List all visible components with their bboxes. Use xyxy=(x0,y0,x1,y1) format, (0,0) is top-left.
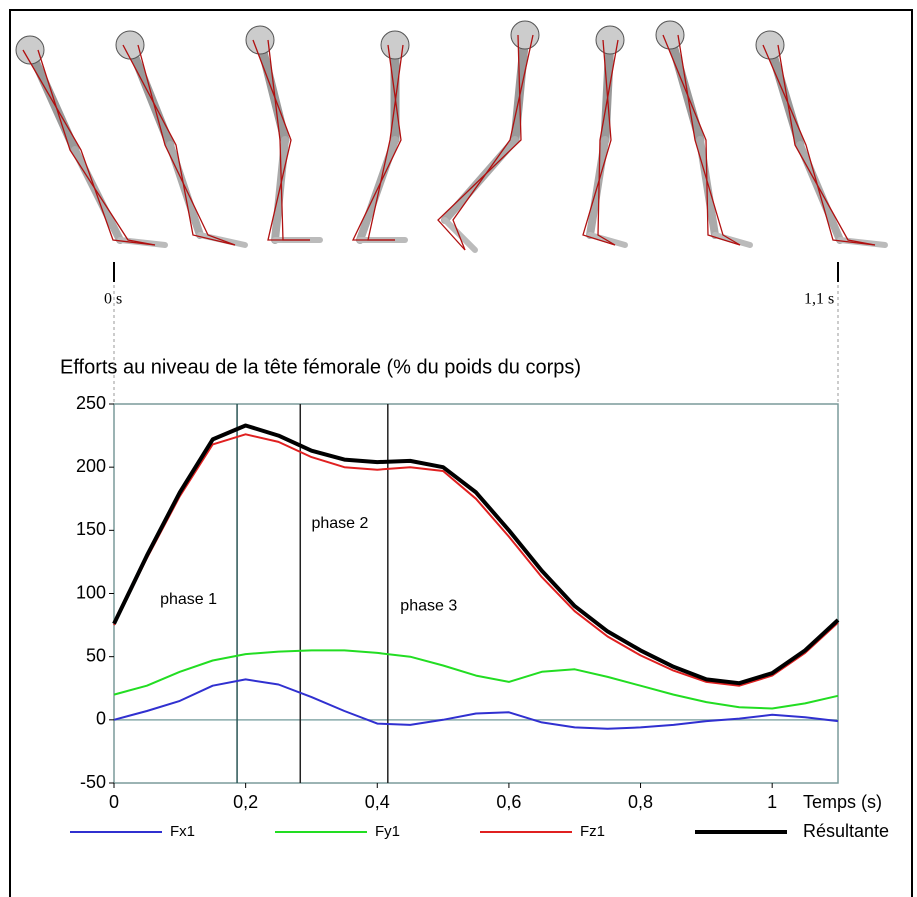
legend-label: Fx1 xyxy=(170,823,195,840)
hip xyxy=(245,25,275,55)
series-line xyxy=(112,423,840,686)
foot xyxy=(442,217,478,253)
plot-area xyxy=(113,403,839,784)
x-tick-label: 0,8 xyxy=(628,792,653,812)
x-tick-label: 0 xyxy=(109,792,119,812)
y-tick-label: 50 xyxy=(86,645,106,665)
legend-label: Fz1 xyxy=(580,823,605,840)
y-tick-label: -50 xyxy=(80,772,106,792)
hip xyxy=(655,20,685,50)
time-marker-label: 1,1 s xyxy=(804,291,834,308)
hip xyxy=(595,25,625,55)
x-tick-label: 1 xyxy=(767,792,777,812)
muscle xyxy=(437,34,522,251)
series-line xyxy=(113,678,839,730)
muscle xyxy=(22,49,156,246)
leg-illustrations xyxy=(15,20,888,253)
muscle xyxy=(582,39,616,246)
y-tick-label: 200 xyxy=(76,456,106,476)
muscle xyxy=(122,44,236,246)
phase-label: phase 1 xyxy=(160,591,217,608)
muscle xyxy=(597,39,619,246)
x-axis-label: Temps (s) xyxy=(803,792,882,812)
frame xyxy=(9,9,913,897)
muscle xyxy=(662,34,741,246)
time-marker-label: 0 s xyxy=(104,291,122,308)
chart-title: Efforts au niveau de la tête fémorale (%… xyxy=(60,356,581,378)
hip xyxy=(115,30,145,60)
phase-label: phase 2 xyxy=(311,515,368,532)
y-tick-label: 150 xyxy=(76,519,106,539)
muscle xyxy=(267,39,310,241)
muscle xyxy=(762,44,876,246)
x-tick-label: 0,4 xyxy=(365,792,390,812)
muscle xyxy=(677,34,741,246)
legend-label: Résultante xyxy=(803,821,889,841)
muscle xyxy=(452,34,534,251)
series-line xyxy=(113,433,839,687)
x-tick-label: 0,6 xyxy=(496,792,521,812)
muscle xyxy=(367,44,404,241)
hip xyxy=(755,30,785,60)
hip xyxy=(380,30,410,60)
series-line xyxy=(113,649,839,710)
legend-label: Fy1 xyxy=(375,823,400,840)
muscle xyxy=(777,44,876,246)
muscle xyxy=(137,44,236,246)
muscle xyxy=(37,49,156,246)
hip xyxy=(15,35,45,65)
x-tick-label: 0,2 xyxy=(233,792,258,812)
y-tick-label: 100 xyxy=(76,582,106,602)
hip xyxy=(510,20,540,50)
y-tick-label: 0 xyxy=(96,709,106,729)
phase-label: phase 3 xyxy=(400,597,457,614)
y-tick-label: 250 xyxy=(76,393,106,413)
